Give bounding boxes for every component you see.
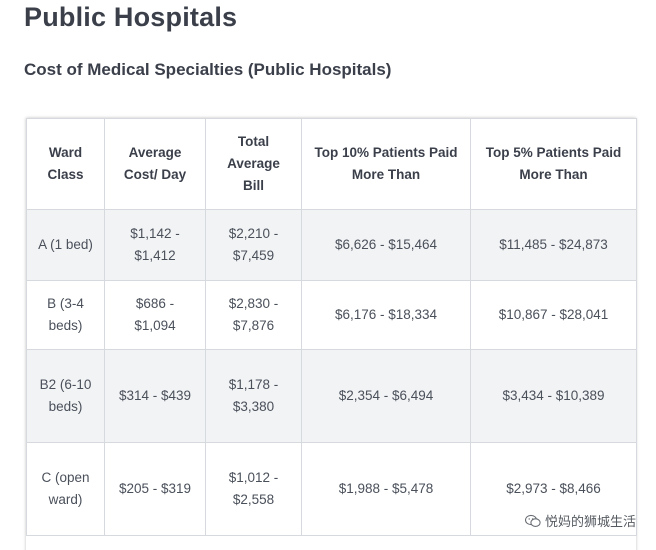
cost-table-container: Ward Class Average Cost/ Day Total Avera… [26,118,637,550]
top-10-cell: $1,988 - $5,478 [301,442,471,536]
top-5-cell: $3,434 - $10,389 [470,349,637,443]
total-bill-cell: $1,178 - $3,380 [205,349,302,443]
top-10-cell: $6,626 - $15,464 [301,209,471,281]
header-top-5-percent: Top 5% Patients Paid More Than [470,118,637,210]
top-5-cell: $11,485 - $24,873 [470,209,637,281]
header-average-cost-day: Average Cost/ Day [104,118,206,210]
average-cost-cell: $686 - $1,094 [104,280,206,350]
table-row: A (1 bed) $1,142 - $1,412 $2,210 - $7,45… [26,209,637,281]
ward-class-cell: C (open ward) [26,442,105,536]
table-row: B2 (6-10 beds) $314 - $439 $1,178 - $3,3… [26,349,637,443]
table-row: B (3-4 beds) $686 - $1,094 $2,830 - $7,8… [26,280,637,350]
header-top-10-percent: Top 10% Patients Paid More Than [301,118,471,210]
table-header-row: Ward Class Average Cost/ Day Total Avera… [26,118,637,210]
average-cost-cell: $1,142 - $1,412 [104,209,206,281]
cost-table: Ward Class Average Cost/ Day Total Avera… [26,118,637,536]
average-cost-cell: $205 - $319 [104,442,206,536]
wechat-icon [524,514,541,527]
header-ward-class: Ward Class [26,118,105,210]
top-5-cell: $10,867 - $28,041 [470,280,637,350]
ward-class-cell: B (3-4 beds) [26,280,105,350]
watermark: 悦妈的狮城生活 [524,511,636,530]
ward-class-cell: A (1 bed) [26,209,105,281]
top-10-cell: $2,354 - $6,494 [301,349,471,443]
section-title: Cost of Medical Specialties (Public Hosp… [24,60,392,79]
top-10-cell: $6,176 - $18,334 [301,280,471,350]
table-row: C (open ward) $205 - $319 $1,012 - $2,55… [26,442,637,536]
ward-class-cell: B2 (6-10 beds) [26,349,105,443]
total-bill-cell: $1,012 - $2,558 [205,442,302,536]
total-bill-cell: $2,830 - $7,876 [205,280,302,350]
watermark-text: 悦妈的狮城生活 [544,514,636,529]
total-bill-cell: $2,210 - $7,459 [205,209,302,281]
average-cost-cell: $314 - $439 [104,349,206,443]
top-5-cell: $2,973 - $8,466 [470,442,637,536]
page-title: Public Hospitals [24,2,238,32]
header-total-average-bill: Total Average Bill [205,118,302,210]
